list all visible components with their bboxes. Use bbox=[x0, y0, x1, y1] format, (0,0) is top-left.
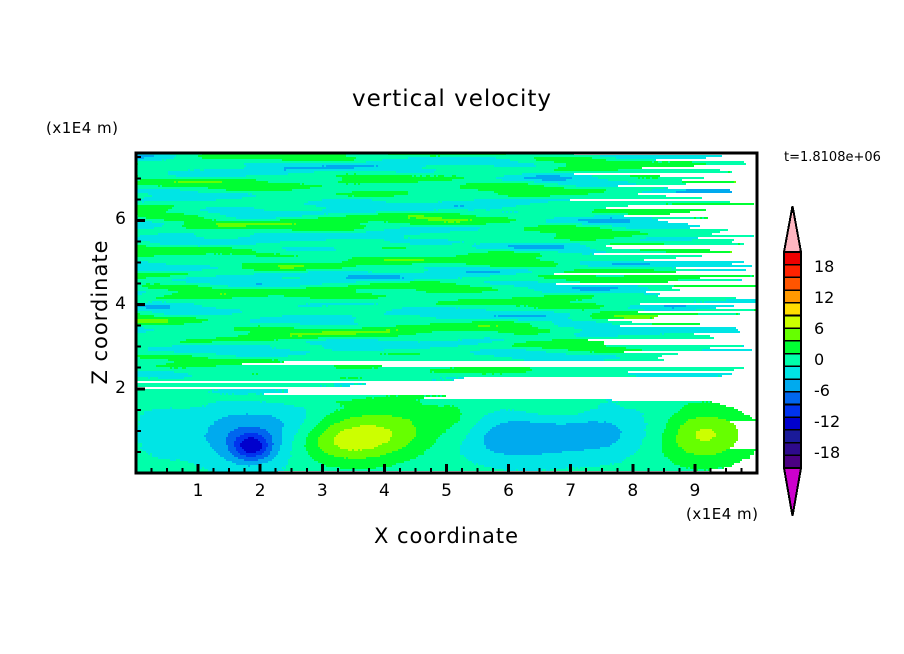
colorbar-tick-label: 12 bbox=[814, 288, 835, 308]
x-tick-label: 3 bbox=[316, 481, 328, 501]
x-axis-title: X coordinate bbox=[373, 524, 520, 548]
x-tick-label: 6 bbox=[503, 481, 514, 501]
y-tick-label: 6 bbox=[115, 209, 126, 230]
colorbar-tick-label: 0 bbox=[814, 350, 825, 369]
colorbar-tick-label: 18 bbox=[814, 257, 835, 277]
x-tick-label: 7 bbox=[565, 481, 577, 501]
x-tick-label: 9 bbox=[689, 481, 701, 501]
x-tick-label: 8 bbox=[627, 481, 639, 501]
x-tick-label: 2 bbox=[254, 481, 266, 501]
x-tick-label: 4 bbox=[378, 481, 390, 501]
colorbar-tick-label: 6 bbox=[814, 319, 825, 339]
y-tick-label: 4 bbox=[115, 293, 126, 314]
time-annotation: t=1.8108e+06 bbox=[784, 150, 881, 165]
y-axis-unit-label: (x1E4 m) bbox=[46, 119, 119, 137]
colorbar-tick-label: -6 bbox=[814, 380, 830, 400]
y-tick-label: 2 bbox=[115, 377, 126, 398]
colorbar-tick-label: -12 bbox=[814, 411, 841, 431]
colorbar-tick-label: -18 bbox=[814, 442, 841, 462]
x-tick-label: 1 bbox=[192, 481, 204, 501]
x-axis-unit-label: (x1E4 m) bbox=[686, 505, 759, 523]
page-title: vertical velocity bbox=[352, 86, 552, 112]
x-tick-label: 5 bbox=[441, 481, 452, 501]
